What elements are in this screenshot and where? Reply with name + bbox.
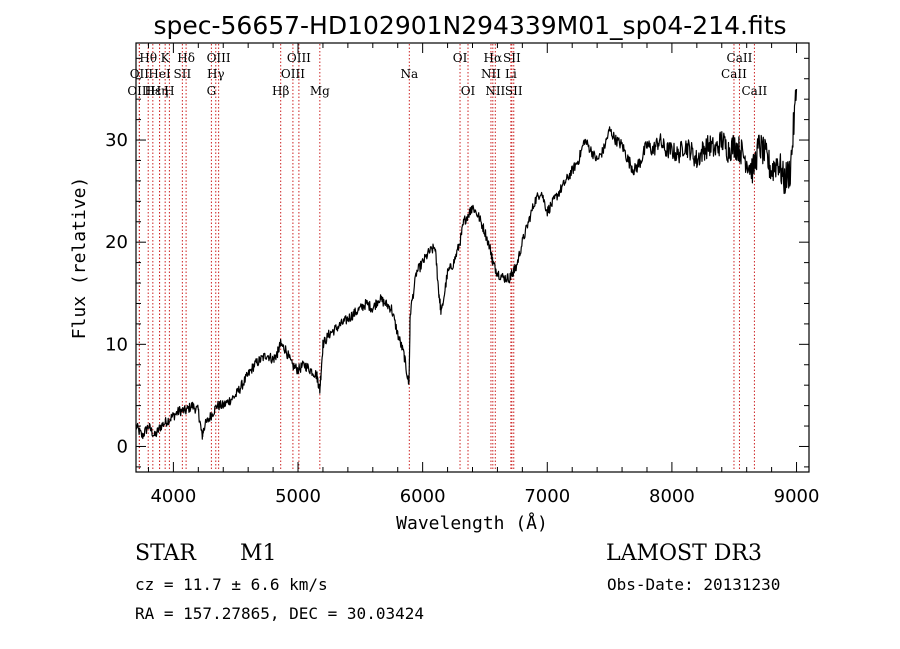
spectral-line-label: OII: [130, 67, 150, 81]
x-tick-label: 7000: [524, 486, 570, 507]
spectral-line-label: OIII: [287, 51, 311, 65]
x-tick-label: 4000: [150, 486, 196, 507]
spectral-line-label: OIII: [207, 51, 231, 65]
spectral-line-label: Hγ: [207, 67, 225, 81]
y-tick-label: 20: [105, 232, 128, 253]
spectral-line-label: OI: [461, 84, 476, 98]
chart-title: spec-56657-HD102901N294339M01_sp04-214.f…: [153, 11, 786, 40]
y-tick-label: 0: [117, 436, 128, 457]
x-tick-label: 8000: [649, 486, 695, 507]
coords-text: RA = 157.27865, DEC = 30.03424: [135, 604, 424, 623]
spectral-line-label: HeI: [148, 67, 171, 81]
spectral-line-label: Na: [400, 67, 418, 81]
spectral-line-label: Hθ: [139, 51, 157, 65]
spectral-line-label: OIII: [281, 67, 305, 81]
spectral-line-label: Hβ: [272, 84, 289, 98]
spectral-line-label: H: [164, 84, 174, 98]
survey-name: LAMOST DR3: [606, 541, 762, 566]
flux-series-line: [135, 88, 798, 440]
y-axis: 0 10 20 30: [105, 57, 809, 468]
spectral-line-label: OI: [453, 51, 468, 65]
spectral-line-label: SII: [505, 84, 523, 98]
spectral-line-label: Mg: [310, 84, 330, 98]
spectral-line-label: CaII: [741, 84, 767, 98]
object-subclass: M1: [240, 541, 277, 566]
spectral-line-label: Hη: [151, 84, 169, 98]
spectral-line-label: Hα: [484, 51, 503, 65]
x-axis: 4000 5000 6000 7000 8000 9000: [147, 43, 820, 507]
spectral-line-label: G: [207, 84, 217, 98]
spectral-line-label: K: [161, 51, 171, 65]
object-class: STAR: [135, 541, 197, 566]
y-axis-label: Flux (relative): [69, 177, 90, 340]
y-tick-label: 10: [105, 334, 128, 355]
x-tick-label: 9000: [774, 486, 820, 507]
spectral-line-label: NII: [485, 84, 505, 98]
spectral-line-label: NII: [481, 67, 501, 81]
x-tick-label: 5000: [275, 486, 321, 507]
spectral-line-label: Hε: [144, 84, 161, 98]
spectral-line-label: OIII: [127, 84, 151, 98]
redshift-text: cz = 11.7 ± 6.6 km/s: [135, 575, 328, 594]
obs-date-text: Obs-Date: 20131230: [607, 575, 780, 594]
plot-frame: [135, 42, 810, 473]
x-axis-label: Wavelength (Å): [396, 512, 548, 534]
spectral-line-label: CaII: [727, 51, 753, 65]
x-tick-label: 6000: [400, 486, 446, 507]
spectral-lines-layer: [138, 44, 755, 471]
spectral-line-label: Li: [505, 67, 517, 81]
spectral-line-label: SII: [503, 51, 521, 65]
y-tick-label: 30: [105, 130, 128, 151]
spectral-line-label: Hδ: [177, 51, 195, 65]
spectral-line-label: CaII: [721, 67, 747, 81]
spectral-line-label: SII: [174, 67, 192, 81]
